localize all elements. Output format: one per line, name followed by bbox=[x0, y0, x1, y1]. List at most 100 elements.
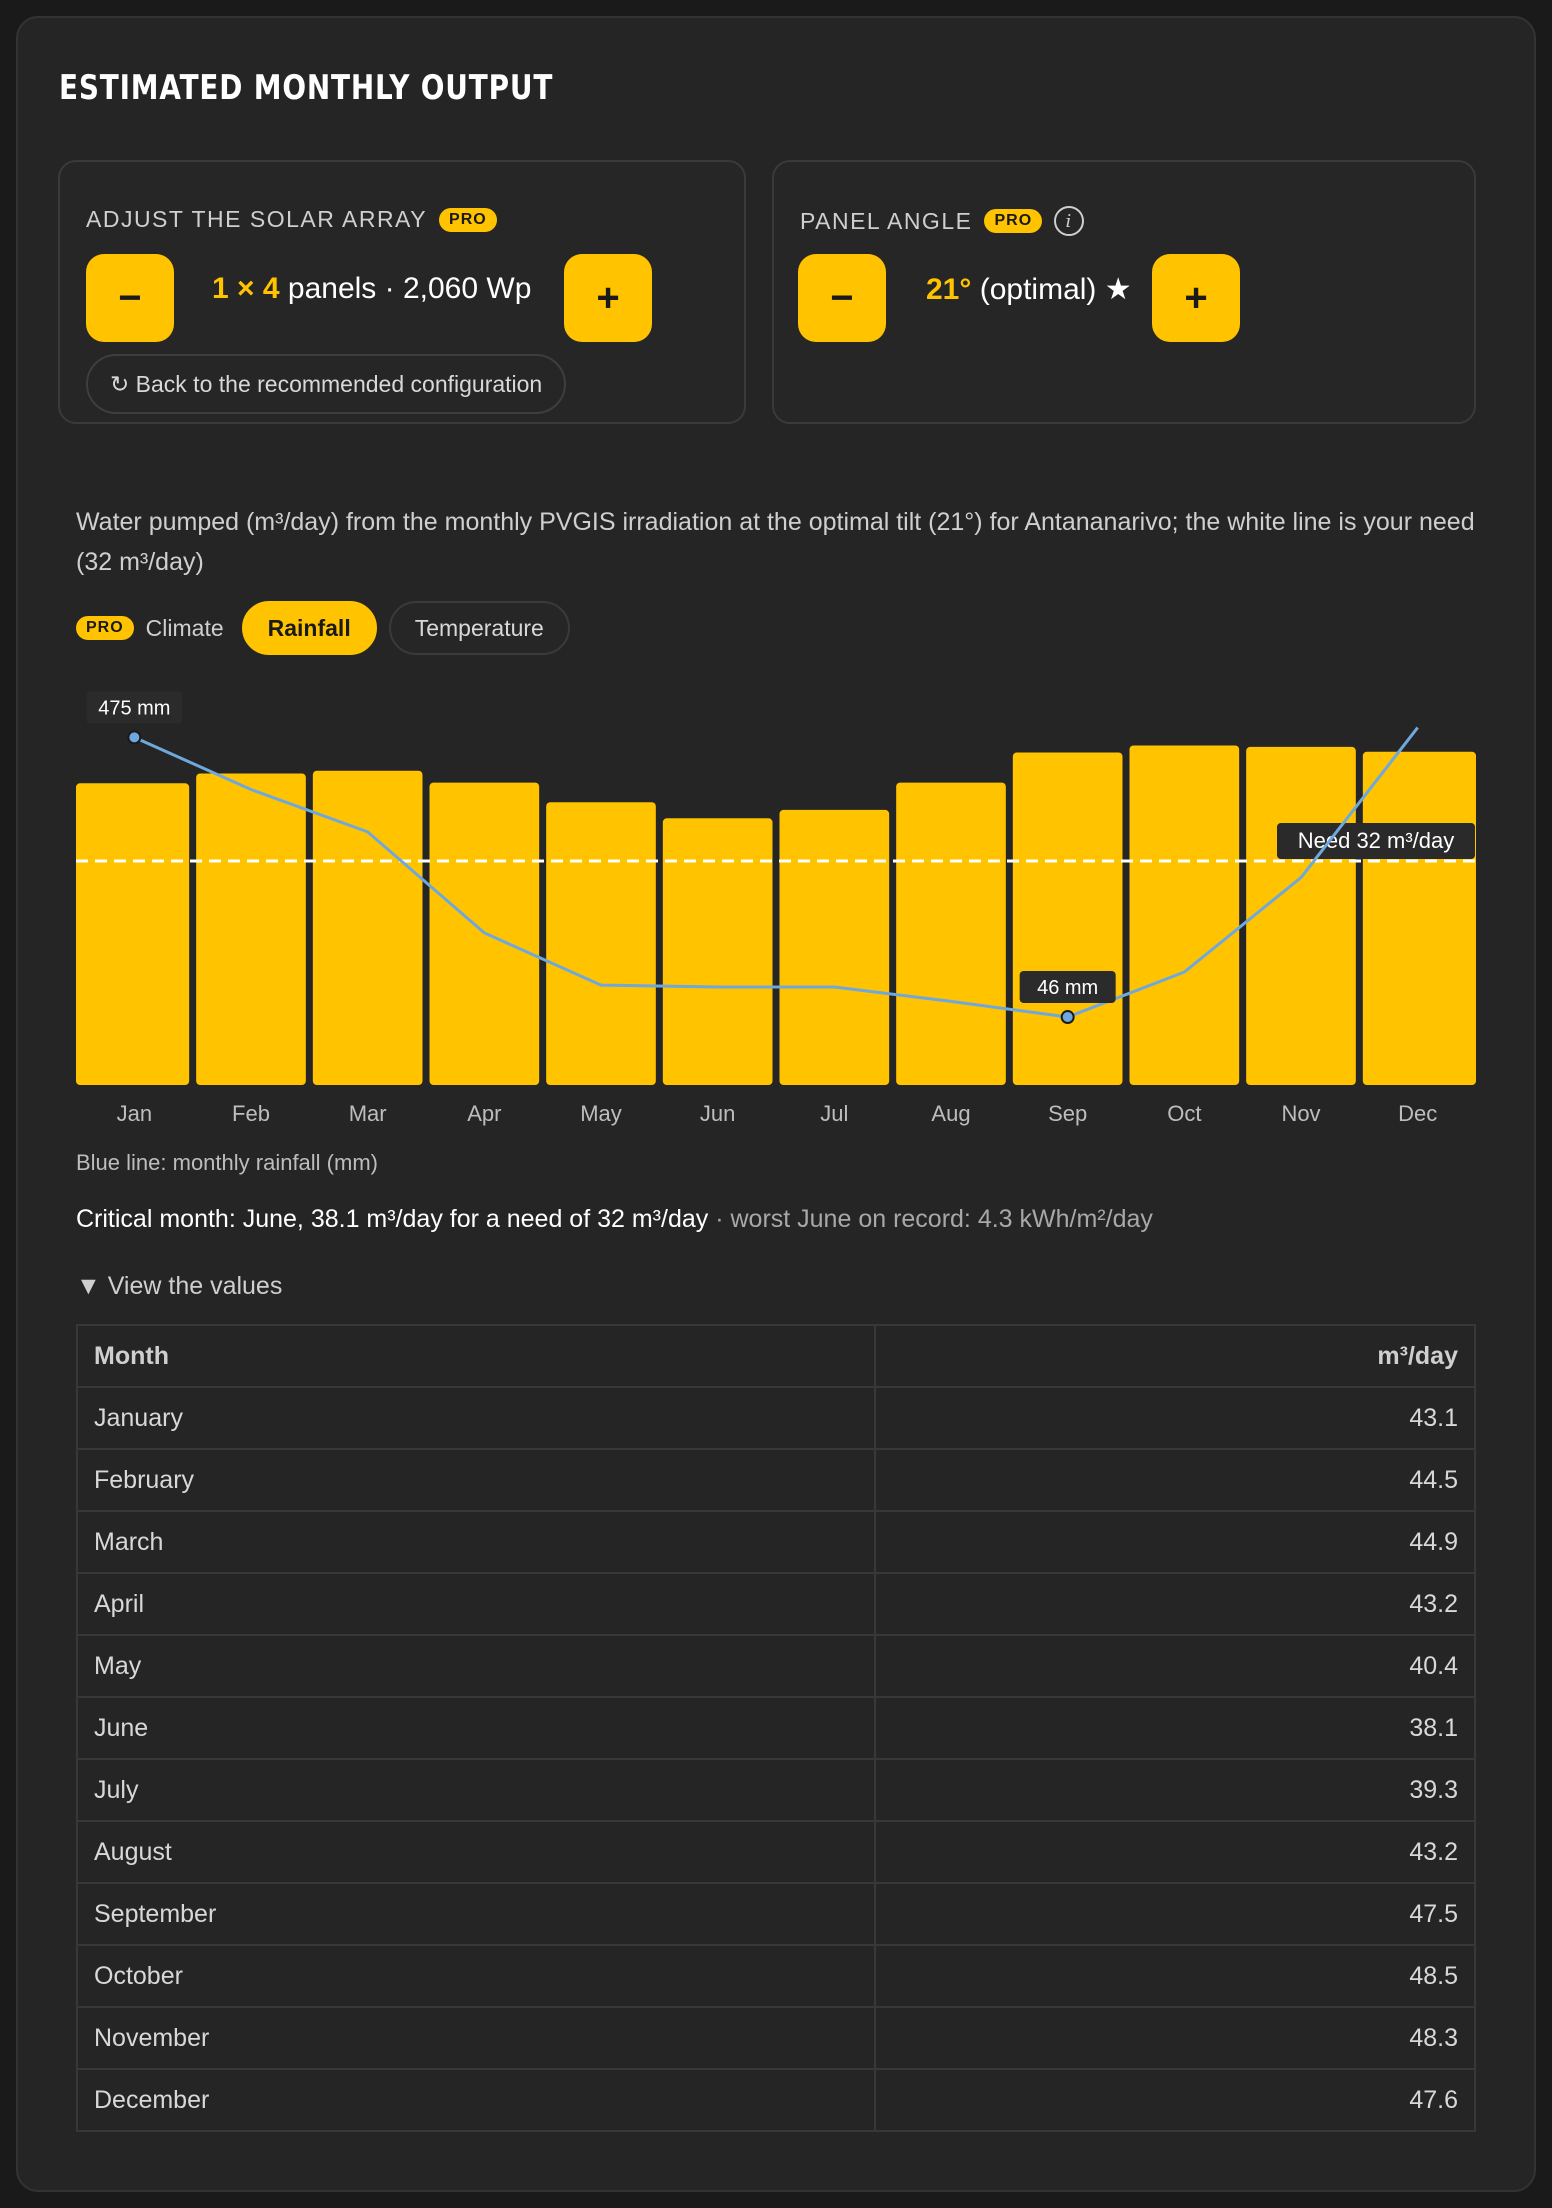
month-cell: June bbox=[76, 1696, 876, 1760]
table-row: February 44.5 bbox=[76, 1448, 1476, 1512]
rainfall-point bbox=[1060, 1010, 1075, 1025]
table-row: December 47.6 bbox=[76, 2068, 1476, 2132]
month-cell: September bbox=[76, 1882, 876, 1946]
reset-config-button[interactable]: ↻ Back to the recommended configuration bbox=[86, 354, 567, 414]
climate-toggle-row: PRO Climate Rainfall Temperature bbox=[76, 601, 582, 655]
value-cell: 38.1 bbox=[874, 1696, 1476, 1760]
rainfall-line bbox=[133, 726, 1419, 1019]
month-cell: December bbox=[76, 2068, 876, 2132]
bar-jan bbox=[76, 783, 190, 1085]
value-cell: 48.3 bbox=[874, 2006, 1476, 2070]
pro-badge: PRO bbox=[76, 616, 134, 640]
value-cell: 47.5 bbox=[874, 1882, 1476, 1946]
month-cell: August bbox=[76, 1820, 876, 1884]
bar-sep bbox=[1012, 752, 1123, 1085]
rainfall-point-label: 46 mm bbox=[1037, 977, 1098, 999]
pro-badge: PRO bbox=[984, 209, 1043, 233]
rainfall-legend-note: Blue line: monthly rainfall (mm) bbox=[76, 1150, 378, 1175]
x-tick-label: Jun bbox=[700, 1101, 735, 1126]
table-row: November 48.3 bbox=[76, 2006, 1476, 2070]
month-cell: February bbox=[76, 1448, 876, 1512]
value-cell: 39.3 bbox=[874, 1758, 1476, 1822]
value-cell: 48.5 bbox=[874, 1944, 1476, 2008]
table-header-row: Month m³/day bbox=[76, 1324, 1476, 1388]
rainfall-toggle[interactable]: Rainfall bbox=[241, 601, 377, 655]
need-label-bg bbox=[1277, 823, 1475, 859]
table-row: October 48.5 bbox=[76, 1944, 1476, 2008]
x-tick-label: Feb bbox=[232, 1101, 270, 1126]
decrease-panels-button[interactable]: − bbox=[86, 254, 174, 342]
values-table: Month m³/day January 43.1 February 44.5 Marc… bbox=[76, 1324, 1476, 2132]
angle-value-degrees: 21° bbox=[926, 273, 972, 306]
table-row: August 43.2 bbox=[76, 1820, 1476, 1884]
value-cell: 47.6 bbox=[874, 2068, 1476, 2132]
month-cell: July bbox=[76, 1758, 876, 1822]
bar-jul bbox=[779, 809, 890, 1085]
bar-mar bbox=[312, 770, 423, 1085]
decrease-angle-button[interactable]: − bbox=[798, 254, 886, 342]
table-row: June 38.1 bbox=[76, 1696, 1476, 1760]
x-tick-label: Sep bbox=[1048, 1101, 1087, 1126]
view-values-toggle[interactable]: ▼ View the values bbox=[76, 1272, 283, 1300]
x-tick-label: Mar bbox=[349, 1101, 387, 1126]
critical-month-main: Critical month: June, 38.1 m³/day for a … bbox=[76, 1205, 709, 1233]
increase-angle-button[interactable]: + bbox=[1152, 254, 1240, 342]
panel-angle-label: PANEL ANGLE bbox=[800, 207, 973, 234]
x-tick-label: Apr bbox=[467, 1101, 501, 1126]
section-title: ESTIMATED MONTHLY OUTPUT bbox=[59, 68, 554, 108]
critical-month-text: Critical month: June, 38.1 m³/day for a … bbox=[76, 1205, 1153, 1234]
solar-array-panel: ADJUST THE SOLAR ARRAY PRO − 1 × 4 panel… bbox=[58, 160, 746, 424]
x-tick-label: Dec bbox=[1398, 1101, 1437, 1126]
value-cell: 43.2 bbox=[874, 1820, 1476, 1884]
x-tick-label: Aug bbox=[931, 1101, 970, 1126]
bar-feb bbox=[196, 773, 306, 1085]
value-cell: 43.1 bbox=[874, 1386, 1476, 1450]
value-cell: 40.4 bbox=[874, 1634, 1476, 1698]
pro-badge: PRO bbox=[439, 207, 497, 232]
month-cell: January bbox=[76, 1386, 876, 1450]
month-column-header: Month bbox=[76, 1324, 876, 1388]
temperature-toggle[interactable]: Temperature bbox=[388, 601, 570, 655]
bar-aug bbox=[896, 782, 1006, 1085]
panel-angle-label-row: PANEL ANGLE PRO i bbox=[800, 206, 1085, 236]
solar-array-label: ADJUST THE SOLAR ARRAY bbox=[86, 206, 428, 232]
month-cell: May bbox=[76, 1634, 876, 1698]
rainfall-label-bg bbox=[1019, 971, 1116, 1004]
bar-jun bbox=[662, 818, 773, 1085]
x-tick-label: Oct bbox=[1167, 1101, 1201, 1126]
chart-description: Water pumped (m³/day) from the monthly P… bbox=[76, 508, 1475, 576]
panel-angle-panel: PANEL ANGLE PRO i − 21° (optimal) ★ + bbox=[772, 160, 1476, 424]
table-row: January 43.1 bbox=[76, 1386, 1476, 1450]
angle-value-detail: (optimal) ★ bbox=[979, 273, 1132, 306]
bar-dec bbox=[1362, 751, 1476, 1085]
x-tick-label: Jan bbox=[117, 1101, 152, 1126]
table-row: March 44.9 bbox=[76, 1510, 1476, 1574]
rainfall-point-label: 475 mm bbox=[98, 697, 170, 719]
value-cell: 44.9 bbox=[874, 1510, 1476, 1574]
bar-nov bbox=[1246, 746, 1356, 1085]
month-cell: October bbox=[76, 1944, 876, 2008]
table-row: April 43.2 bbox=[76, 1572, 1476, 1636]
x-tick-label: Nov bbox=[1281, 1101, 1320, 1126]
monthly-output-chart: Jan Feb Mar Apr May Jun Jul Aug Sep Oct Nov DecNeed… bbox=[76, 691, 1476, 1126]
month-cell: March bbox=[76, 1510, 876, 1574]
rainfall-point bbox=[127, 730, 142, 745]
month-cell: November bbox=[76, 2006, 876, 2070]
rainfall-label-bg bbox=[86, 691, 183, 724]
value-cell: 43.2 bbox=[874, 1572, 1476, 1636]
month-cell: April bbox=[76, 1572, 876, 1636]
x-tick-label: Jul bbox=[820, 1101, 848, 1126]
bar-may bbox=[546, 802, 656, 1085]
table-row: September 47.5 bbox=[76, 1882, 1476, 1946]
solar-array-label-row: ADJUST THE SOLAR ARRAY PRO bbox=[86, 206, 497, 233]
table-row: May 40.4 bbox=[76, 1634, 1476, 1698]
critical-month-record: · worst June on record: 4.3 kWh/m²/day bbox=[708, 1205, 1153, 1233]
value-cell: 44.5 bbox=[874, 1448, 1476, 1512]
table-row: July 39.3 bbox=[76, 1758, 1476, 1822]
increase-panels-button[interactable]: + bbox=[564, 254, 652, 342]
x-tick-label: May bbox=[580, 1101, 622, 1126]
info-icon[interactable]: i bbox=[1054, 206, 1085, 236]
bar-oct bbox=[1129, 745, 1240, 1085]
climate-label: Climate bbox=[145, 614, 224, 641]
value-column-header: m³/day bbox=[874, 1324, 1476, 1388]
